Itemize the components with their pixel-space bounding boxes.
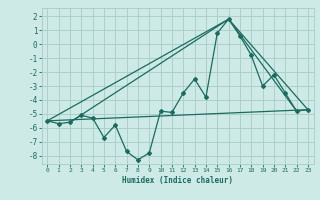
X-axis label: Humidex (Indice chaleur): Humidex (Indice chaleur) [122,176,233,185]
